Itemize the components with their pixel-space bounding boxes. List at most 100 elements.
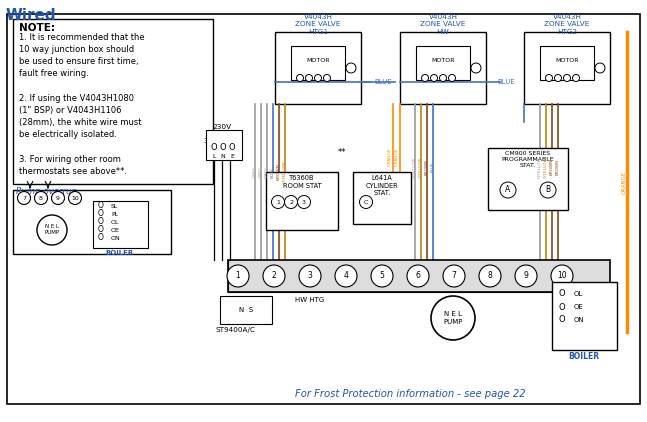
Bar — [353, 172, 411, 224]
Text: O: O — [98, 217, 104, 227]
Text: O: O — [211, 143, 217, 152]
Circle shape — [296, 75, 303, 81]
Bar — [206, 130, 242, 160]
Text: N: N — [221, 154, 225, 159]
Text: CM900 SERIES
PROGRAMMABLE
STAT.: CM900 SERIES PROGRAMMABLE STAT. — [501, 151, 554, 168]
Text: 3: 3 — [307, 271, 313, 281]
Text: 1: 1 — [276, 200, 280, 205]
Text: ST9400A/C: ST9400A/C — [216, 327, 256, 333]
Text: ON: ON — [111, 235, 121, 241]
Circle shape — [439, 75, 446, 81]
Text: NOTE:: NOTE: — [19, 23, 55, 33]
Text: 10: 10 — [557, 271, 567, 281]
Text: T6360B
ROOM STAT: T6360B ROOM STAT — [283, 175, 322, 189]
Text: 2: 2 — [289, 200, 293, 205]
Text: E: E — [230, 154, 234, 159]
Text: 5: 5 — [380, 271, 384, 281]
Text: N  S: N S — [239, 307, 253, 313]
Circle shape — [471, 63, 481, 73]
Circle shape — [360, 195, 373, 208]
Text: O: O — [98, 225, 104, 235]
Bar — [220, 296, 272, 324]
Circle shape — [540, 182, 556, 198]
Text: 7: 7 — [22, 195, 26, 200]
Text: OL: OL — [574, 291, 583, 297]
Circle shape — [564, 75, 571, 81]
Circle shape — [573, 75, 580, 81]
Text: G/YELLOW: G/YELLOW — [544, 156, 548, 178]
Text: HW HTG: HW HTG — [296, 297, 325, 303]
Circle shape — [299, 265, 321, 287]
Bar — [416, 46, 470, 80]
Circle shape — [34, 192, 47, 205]
Circle shape — [421, 75, 428, 81]
Text: 4: 4 — [344, 271, 349, 281]
Bar — [13, 19, 213, 184]
Text: O: O — [98, 233, 104, 243]
Text: 230V
50Hz
3A RATED: 230V 50Hz 3A RATED — [204, 124, 240, 144]
Text: G/YELLOW: G/YELLOW — [538, 156, 542, 178]
Text: BROWN: BROWN — [550, 159, 554, 175]
Text: PUMP: PUMP — [443, 319, 463, 325]
Text: L: L — [212, 154, 215, 159]
Text: BROWN: BROWN — [277, 163, 281, 181]
Circle shape — [515, 265, 537, 287]
Bar — [400, 32, 486, 104]
Text: ORANGE: ORANGE — [388, 148, 392, 166]
Text: **: ** — [338, 148, 346, 157]
Circle shape — [263, 265, 285, 287]
Circle shape — [430, 75, 437, 81]
Text: V4043H
ZONE VALVE
HTG1: V4043H ZONE VALVE HTG1 — [295, 14, 341, 35]
Text: ORANGE: ORANGE — [395, 148, 399, 166]
Text: BOILER: BOILER — [106, 250, 134, 256]
Text: MOTOR: MOTOR — [306, 57, 330, 62]
Text: 7: 7 — [452, 271, 456, 281]
Text: GREY: GREY — [253, 166, 257, 178]
Circle shape — [500, 182, 516, 198]
Text: O: O — [559, 303, 565, 311]
Text: O: O — [559, 289, 565, 298]
Circle shape — [551, 265, 573, 287]
Text: 9: 9 — [523, 271, 529, 281]
Text: Wired: Wired — [6, 8, 57, 23]
Circle shape — [298, 195, 311, 208]
Circle shape — [443, 265, 465, 287]
Text: BROWN: BROWN — [556, 159, 560, 175]
Text: N E L: N E L — [444, 311, 462, 317]
Text: G/YELLOW: G/YELLOW — [419, 156, 423, 178]
Text: BLUE: BLUE — [497, 79, 515, 85]
Text: PUMP: PUMP — [45, 230, 60, 235]
Text: BLUE: BLUE — [374, 79, 392, 85]
Text: O: O — [220, 143, 226, 152]
Text: MOTOR: MOTOR — [555, 57, 579, 62]
Bar — [275, 32, 361, 104]
Text: N E L: N E L — [45, 224, 59, 228]
Text: L641A
CYLINDER
STAT.: L641A CYLINDER STAT. — [366, 175, 399, 196]
Text: V4043H
ZONE VALVE
HW: V4043H ZONE VALVE HW — [421, 14, 466, 35]
Bar — [93, 201, 148, 248]
Bar — [266, 172, 338, 230]
Text: O: O — [98, 209, 104, 219]
Bar — [552, 282, 617, 350]
Text: BOILER: BOILER — [569, 352, 600, 361]
Text: G/YELLOW: G/YELLOW — [413, 156, 417, 178]
Text: B: B — [545, 186, 551, 195]
Circle shape — [69, 192, 82, 205]
Text: O: O — [559, 316, 565, 325]
Text: For Frost Protection information - see page 22: For Frost Protection information - see p… — [294, 389, 525, 399]
Text: BROWN: BROWN — [425, 159, 429, 175]
Circle shape — [545, 75, 553, 81]
Circle shape — [305, 75, 313, 81]
Bar — [291, 46, 345, 80]
Text: G/YELLOW: G/YELLOW — [283, 161, 287, 183]
Circle shape — [285, 195, 298, 208]
Text: 6: 6 — [415, 271, 421, 281]
Text: 8: 8 — [488, 271, 492, 281]
Circle shape — [554, 75, 562, 81]
Circle shape — [371, 265, 393, 287]
Text: 2: 2 — [272, 271, 276, 281]
Text: C: C — [364, 200, 368, 205]
Text: 8: 8 — [39, 195, 43, 200]
Text: Pump overrun: Pump overrun — [16, 187, 77, 196]
Text: SL: SL — [111, 203, 118, 208]
